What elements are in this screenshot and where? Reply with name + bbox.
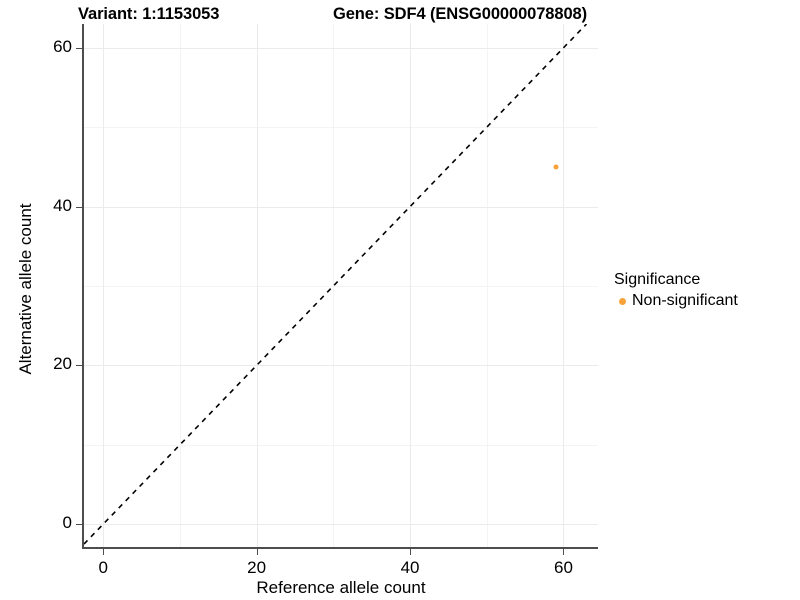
y-axis-label: Alternative allele count — [16, 203, 35, 375]
y-tick-40 — [76, 206, 82, 208]
y-tick-60 — [76, 47, 82, 49]
legend-key-dot-icon — [614, 291, 630, 311]
y-tick-label-20: 20 — [53, 354, 72, 374]
x-tick-label-20: 20 — [247, 558, 267, 577]
y-tick-20 — [76, 365, 82, 367]
legend: Significance Non-significant — [614, 270, 794, 311]
gridline-x-40 — [410, 24, 411, 548]
identity-line — [84, 24, 588, 545]
data-point — [553, 164, 559, 170]
gridline-y-30 — [84, 286, 598, 287]
gridline-y-0 — [84, 524, 598, 525]
legend-entry-label: Non-significant — [632, 292, 738, 309]
gridline-y-20 — [84, 365, 598, 366]
y-tick-label-0: 0 — [62, 513, 72, 533]
gridline-x-60 — [563, 24, 564, 548]
gridline-y-60 — [84, 48, 598, 49]
gridline-y-10 — [84, 445, 598, 446]
y-tick-label-60: 60 — [53, 36, 72, 56]
y-axis-line — [82, 24, 84, 549]
gene-title: Gene: SDF4 (ENSG00000078808) — [333, 5, 587, 23]
x-tick-label-0: 0 — [98, 558, 108, 577]
y-tick-label-40: 40 — [53, 195, 72, 215]
y-tick-0 — [76, 524, 82, 526]
variant-title: Variant: 1:1153053 — [78, 5, 220, 23]
legend-title: Significance — [614, 271, 701, 288]
legend-entries: Non-significant — [614, 291, 794, 311]
gridline-y-50 — [84, 127, 598, 128]
plot-title-row: Variant: 1:1153053 Gene: SDF4 (ENSG00000… — [0, 2, 660, 28]
x-tick-40 — [410, 549, 412, 555]
x-tick-0 — [103, 549, 105, 555]
gridline-y-40 — [84, 207, 598, 208]
gridline-x-0 — [103, 24, 104, 548]
x-tick-label-60: 60 — [554, 558, 573, 577]
legend-entry[interactable]: Non-significant — [614, 291, 794, 311]
x-axis-label: Reference allele count — [256, 578, 426, 597]
x-tick-20 — [256, 549, 258, 555]
plot-panel — [84, 24, 598, 548]
x-tick-label-40: 40 — [400, 558, 420, 577]
gridline-x-20 — [257, 24, 258, 548]
x-tick-60 — [563, 549, 565, 555]
dot-icon — [618, 297, 626, 305]
x-axis-line — [82, 547, 598, 549]
